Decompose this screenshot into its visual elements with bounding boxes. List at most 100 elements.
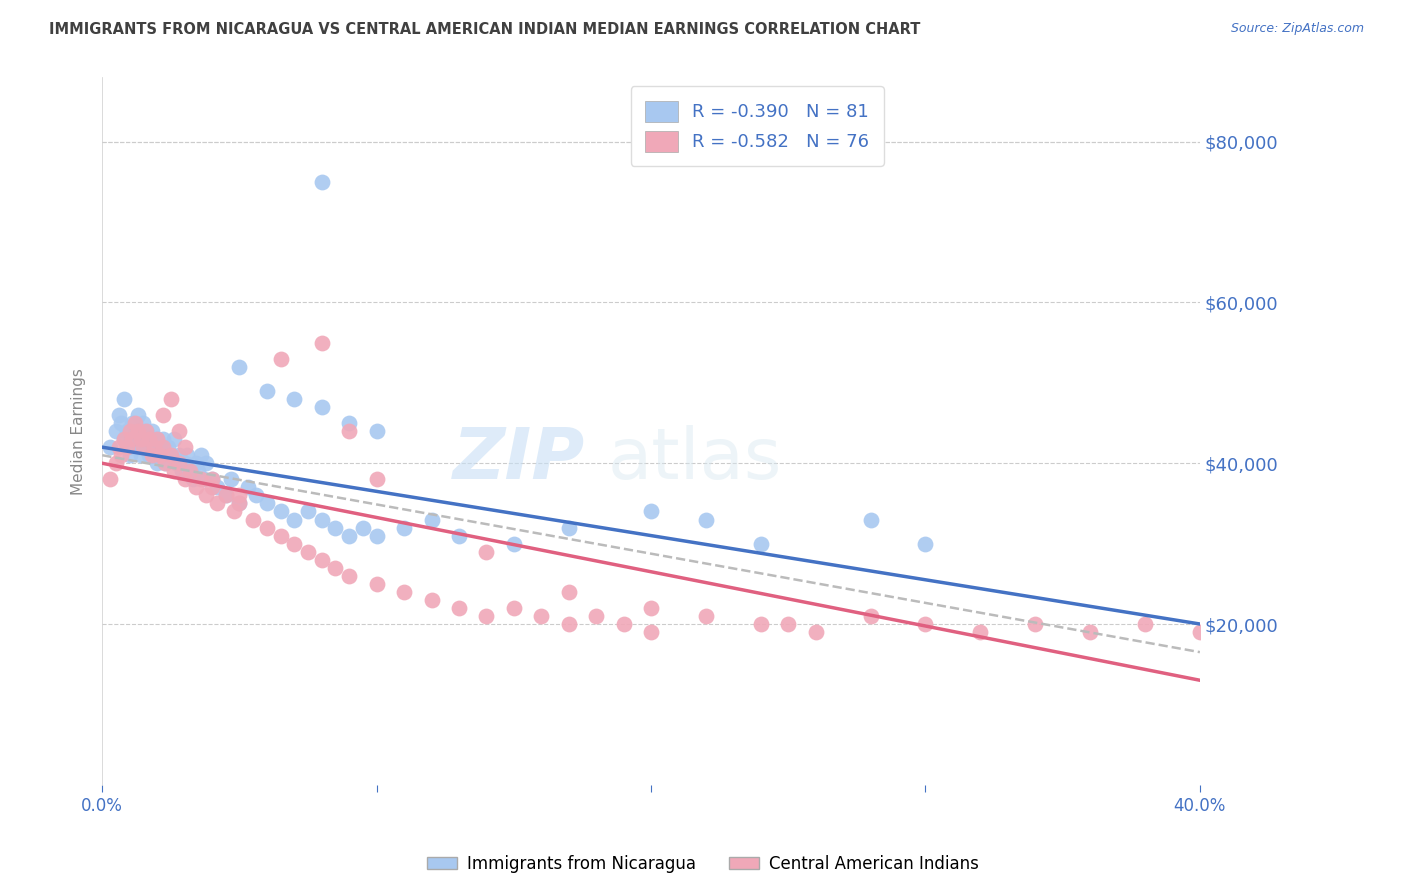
Point bbox=[167, 456, 190, 470]
Point bbox=[127, 408, 149, 422]
Point bbox=[420, 593, 443, 607]
Point bbox=[311, 175, 333, 189]
Point bbox=[138, 448, 160, 462]
Point bbox=[112, 392, 135, 406]
Point bbox=[195, 488, 218, 502]
Y-axis label: Median Earnings: Median Earnings bbox=[72, 368, 86, 494]
Point bbox=[297, 544, 319, 558]
Point bbox=[146, 432, 169, 446]
Point bbox=[190, 448, 212, 462]
Point bbox=[195, 456, 218, 470]
Point bbox=[283, 392, 305, 406]
Point bbox=[640, 601, 662, 615]
Point bbox=[695, 512, 717, 526]
Point bbox=[242, 512, 264, 526]
Point bbox=[152, 408, 174, 422]
Point bbox=[311, 552, 333, 566]
Point bbox=[152, 440, 174, 454]
Point bbox=[149, 448, 172, 462]
Point bbox=[558, 585, 581, 599]
Point bbox=[146, 456, 169, 470]
Point bbox=[325, 560, 347, 574]
Point bbox=[337, 528, 360, 542]
Point bbox=[311, 400, 333, 414]
Point bbox=[1133, 617, 1156, 632]
Point bbox=[159, 392, 181, 406]
Point bbox=[914, 536, 936, 550]
Point bbox=[859, 609, 882, 624]
Point bbox=[124, 432, 146, 446]
Point bbox=[215, 488, 238, 502]
Point bbox=[222, 504, 245, 518]
Point bbox=[201, 472, 224, 486]
Point bbox=[190, 472, 212, 486]
Point bbox=[1078, 625, 1101, 640]
Point bbox=[155, 456, 177, 470]
Point bbox=[475, 544, 498, 558]
Point bbox=[749, 536, 772, 550]
Point bbox=[110, 448, 132, 462]
Point bbox=[152, 448, 174, 462]
Point bbox=[135, 424, 157, 438]
Point bbox=[135, 440, 157, 454]
Point bbox=[1024, 617, 1046, 632]
Point bbox=[118, 432, 141, 446]
Point bbox=[245, 488, 267, 502]
Point bbox=[558, 520, 581, 534]
Point bbox=[530, 609, 553, 624]
Point bbox=[270, 528, 292, 542]
Point bbox=[135, 424, 157, 438]
Point bbox=[121, 440, 143, 454]
Point bbox=[366, 472, 388, 486]
Point bbox=[228, 496, 250, 510]
Point bbox=[337, 424, 360, 438]
Point bbox=[107, 408, 129, 422]
Point bbox=[475, 609, 498, 624]
Point bbox=[138, 432, 160, 446]
Point bbox=[155, 456, 177, 470]
Text: ZIP: ZIP bbox=[453, 425, 585, 494]
Text: IMMIGRANTS FROM NICARAGUA VS CENTRAL AMERICAN INDIAN MEDIAN EARNINGS CORRELATION: IMMIGRANTS FROM NICARAGUA VS CENTRAL AME… bbox=[49, 22, 921, 37]
Point bbox=[613, 617, 636, 632]
Point bbox=[173, 456, 195, 470]
Point bbox=[121, 416, 143, 430]
Point bbox=[184, 480, 207, 494]
Point bbox=[121, 432, 143, 446]
Point bbox=[969, 625, 991, 640]
Point bbox=[270, 504, 292, 518]
Point bbox=[187, 464, 209, 478]
Point bbox=[115, 440, 138, 454]
Text: atlas: atlas bbox=[607, 425, 782, 494]
Point bbox=[283, 512, 305, 526]
Point bbox=[352, 520, 374, 534]
Point bbox=[104, 456, 127, 470]
Point bbox=[129, 424, 152, 438]
Point bbox=[366, 528, 388, 542]
Point bbox=[256, 496, 278, 510]
Point bbox=[124, 424, 146, 438]
Point bbox=[366, 576, 388, 591]
Point bbox=[502, 601, 524, 615]
Point bbox=[124, 416, 146, 430]
Point bbox=[392, 520, 415, 534]
Point bbox=[118, 424, 141, 438]
Point bbox=[270, 351, 292, 366]
Point bbox=[132, 432, 155, 446]
Point bbox=[502, 536, 524, 550]
Point bbox=[311, 335, 333, 350]
Point bbox=[420, 512, 443, 526]
Point bbox=[118, 448, 141, 462]
Point bbox=[141, 424, 163, 438]
Text: Source: ZipAtlas.com: Source: ZipAtlas.com bbox=[1230, 22, 1364, 36]
Point bbox=[859, 512, 882, 526]
Point bbox=[392, 585, 415, 599]
Point bbox=[100, 440, 122, 454]
Point bbox=[138, 432, 160, 446]
Point bbox=[337, 416, 360, 430]
Point bbox=[129, 432, 152, 446]
Point bbox=[167, 448, 190, 462]
Point bbox=[179, 464, 201, 478]
Point bbox=[107, 440, 129, 454]
Point bbox=[297, 504, 319, 518]
Point bbox=[159, 448, 181, 462]
